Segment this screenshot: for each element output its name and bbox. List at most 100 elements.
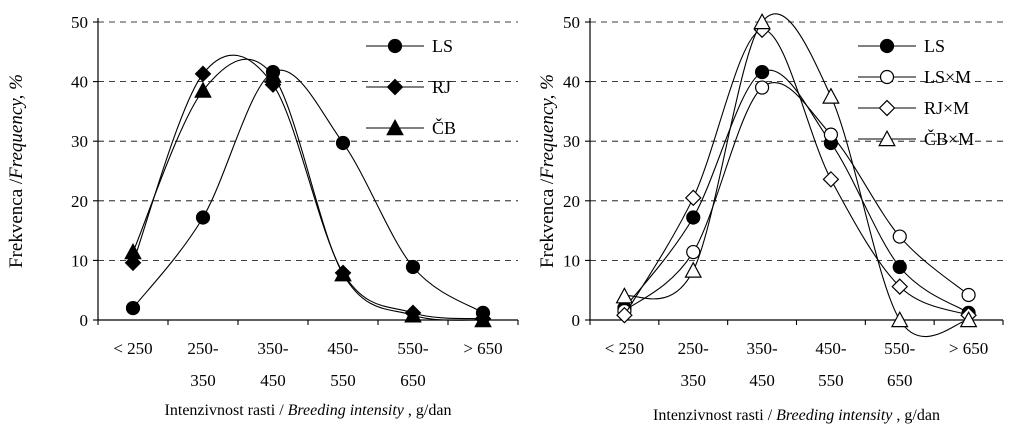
legend-marker	[386, 118, 404, 136]
series-line	[132, 54, 484, 320]
series-line	[623, 29, 969, 316]
y-tick-label: 30	[563, 132, 580, 151]
x-tick-label: 650	[887, 371, 913, 390]
data-point	[753, 12, 771, 30]
x-tick-label: 550	[818, 371, 844, 390]
legend-entry: RJ	[366, 77, 451, 97]
y-tick-label: 50	[563, 13, 580, 32]
legend-entry: LS	[366, 36, 453, 56]
data-point	[686, 244, 701, 260]
x-tick-label: 250-	[678, 339, 710, 358]
legend-marker	[386, 78, 404, 96]
data-point	[194, 81, 212, 98]
data-point	[822, 87, 840, 104]
data-point	[404, 306, 422, 323]
y-axis-label: Frekvenca /Frequency, %	[537, 74, 558, 268]
data-point	[616, 306, 633, 324]
legend-marker	[879, 38, 895, 54]
legend-entry: LS×M	[858, 67, 971, 87]
x-tick-label: 650	[400, 371, 426, 390]
x-tick-label: < 250	[113, 339, 152, 358]
data-point	[194, 65, 212, 83]
x-tick-label: > 650	[463, 339, 502, 358]
x-tick-label: > 650	[949, 339, 988, 358]
legend-label: ČB×M	[924, 128, 974, 149]
data-point	[754, 64, 770, 80]
y-tick-label: 30	[71, 132, 88, 151]
legend-marker	[387, 38, 403, 54]
y-tick-label: 40	[563, 73, 580, 92]
x-tick-label: 450-	[815, 339, 847, 358]
series-line	[623, 69, 969, 314]
legend-label: RJ×M	[924, 98, 969, 118]
legend-entry: RJ×M	[858, 98, 969, 118]
data-point	[823, 127, 839, 142]
x-tick-label: 350-	[257, 339, 289, 358]
x-tick-label: < 250	[605, 339, 644, 358]
data-point	[335, 135, 351, 151]
y-tick-label: 40	[71, 73, 88, 92]
data-point	[959, 310, 978, 328]
data-point	[195, 210, 211, 225]
data-point	[686, 210, 701, 225]
series-ČB	[124, 58, 492, 328]
data-point	[615, 287, 634, 304]
x-tick-label: 250-	[187, 339, 219, 358]
series-line	[132, 58, 484, 321]
data-point	[405, 259, 421, 275]
series-LS×M	[617, 80, 976, 319]
series-line	[624, 81, 969, 312]
x-axis-label: Intenzivnost rasti / Breeding intensity …	[653, 407, 940, 424]
y-tick-label: 20	[563, 192, 580, 211]
legend-label: LS	[924, 36, 945, 56]
legend-marker	[878, 129, 896, 147]
y-tick-label: 0	[80, 311, 89, 330]
data-point	[264, 66, 282, 83]
data-point	[684, 189, 702, 207]
y-tick-label: 10	[71, 251, 88, 270]
legend-label: RJ	[432, 77, 451, 97]
chart-1: 0 10 20 30 40 50 < 250 250- 350 350- 450 450- 550 550…	[6, 13, 519, 419]
y-tick-label: 0	[572, 311, 581, 330]
series-RJ×M	[616, 21, 977, 324]
x-tick-label: 350	[681, 371, 707, 390]
legend-label: ČB	[432, 117, 456, 138]
y-axis-label: Frekvenca /Frequency, %	[6, 74, 27, 268]
x-tick-label: 450	[749, 371, 775, 390]
legend-label: LS	[432, 36, 453, 56]
x-tick-label: 450	[260, 371, 286, 390]
data-point	[890, 310, 909, 328]
series-LS	[125, 64, 491, 320]
x-tick-label: 350-	[746, 339, 778, 358]
data-point	[754, 80, 770, 95]
data-point	[961, 287, 976, 303]
data-point	[892, 259, 907, 275]
y-tick-label: 10	[563, 251, 580, 270]
x-axis-label: Intenzivnost rasti / Breeding intensity …	[165, 402, 452, 419]
legend-entry: ČB×M	[858, 128, 974, 149]
data-point	[892, 229, 907, 244]
series-ČB×M	[615, 12, 978, 338]
data-point	[684, 261, 703, 278]
y-tick-label: 20	[71, 192, 88, 211]
legend-label: LS×M	[924, 67, 971, 87]
data-point	[891, 278, 909, 295]
series-LS	[617, 64, 976, 320]
legend-entry: ČB	[366, 117, 456, 138]
data-point	[124, 242, 142, 260]
series-line	[624, 13, 969, 338]
legend-marker	[879, 69, 895, 85]
data-point	[125, 300, 141, 316]
y-tick-label: 50	[71, 13, 88, 32]
data-point	[334, 265, 352, 282]
data-point	[822, 171, 840, 188]
data-point	[474, 310, 492, 328]
chart-2: 0 10 20 30 40 50 < 250 250- 350 350- 450 450- 550 550…	[537, 12, 1004, 424]
x-tick-label: 550-	[397, 339, 429, 358]
x-tick-label: 450-	[327, 339, 359, 358]
x-tick-label: 350	[190, 371, 216, 390]
x-tick-label: 550-	[884, 339, 916, 358]
x-tick-label: 550	[330, 371, 356, 390]
